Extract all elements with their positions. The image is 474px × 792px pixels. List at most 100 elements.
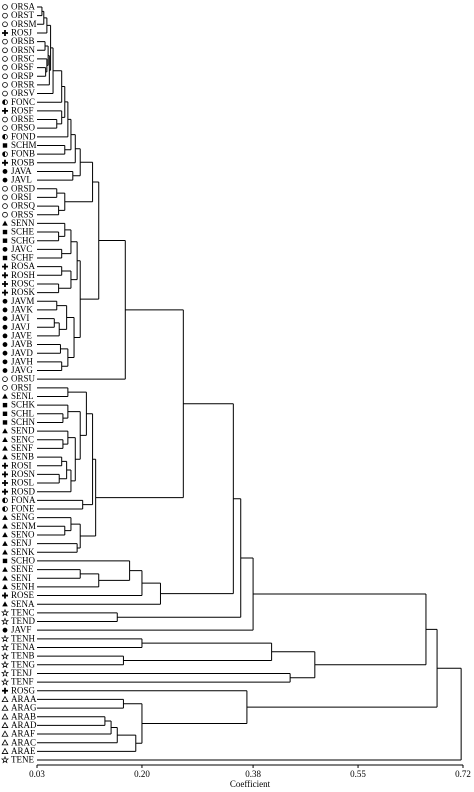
symbol-circle bbox=[2, 376, 8, 382]
leaf-symbol bbox=[2, 333, 8, 339]
leaf-symbol bbox=[2, 177, 8, 183]
dendrogram-link bbox=[37, 387, 69, 397]
leaf-symbol bbox=[1, 721, 9, 728]
leaf-symbol bbox=[0, 617, 10, 625]
dendrogram-link bbox=[70, 241, 78, 281]
dendrogram-link bbox=[37, 517, 72, 532]
symbol-square bbox=[2, 238, 8, 243]
leaf-symbol bbox=[2, 601, 8, 607]
leaf-symbol bbox=[0, 660, 10, 669]
leaf-symbol bbox=[2, 169, 8, 174]
dendrogram-link bbox=[37, 655, 124, 666]
leaf-label: ROSJ bbox=[11, 28, 33, 38]
symbol-circle bbox=[2, 64, 8, 71]
leaf-symbol bbox=[2, 125, 8, 131]
symbol-cross bbox=[2, 263, 8, 270]
dendrogram-link bbox=[80, 181, 100, 300]
leaf-symbol bbox=[2, 159, 8, 166]
symbol-cross bbox=[2, 471, 8, 478]
symbol-dot bbox=[2, 298, 8, 304]
leaf-label: JAVF bbox=[11, 625, 31, 635]
dendrogram-link bbox=[37, 525, 66, 536]
leaf-label: ORSS bbox=[11, 209, 34, 219]
symbol-triangle bbox=[2, 454, 8, 460]
leaf-symbol bbox=[2, 151, 8, 157]
leaf-symbol bbox=[2, 324, 8, 330]
leaf-label: ARAA bbox=[11, 694, 37, 704]
dendrogram-link bbox=[37, 41, 46, 51]
leaf-symbol bbox=[2, 488, 8, 495]
symbol-star bbox=[0, 651, 10, 660]
leaf-symbol bbox=[2, 73, 8, 80]
symbol-dot bbox=[2, 169, 8, 174]
dendrogram-link bbox=[123, 642, 273, 661]
leaf-symbol bbox=[2, 263, 8, 270]
symbol-half-fill bbox=[2, 497, 5, 503]
leaf-label: ORSI bbox=[11, 382, 32, 392]
dendrogram-link bbox=[37, 638, 143, 648]
symbol-triangle bbox=[1, 713, 9, 720]
leaf-symbol bbox=[1, 713, 9, 720]
symbol-square bbox=[2, 420, 8, 425]
leaf-label: ORSB bbox=[11, 36, 35, 46]
leaf-label: ORSM bbox=[11, 19, 37, 29]
leaf-label: ORSV bbox=[11, 88, 36, 98]
leaf-symbol bbox=[2, 454, 8, 460]
symbol-triangle bbox=[2, 514, 8, 520]
dendrogram-link bbox=[45, 45, 49, 66]
dendrogram-link bbox=[37, 543, 78, 553]
leaf-label: JAVH bbox=[11, 356, 33, 366]
leaf-label: SENJ bbox=[11, 538, 32, 548]
leaf-label: FONC bbox=[11, 97, 35, 107]
leaf-label: SENG bbox=[11, 512, 35, 522]
leaf-symbol bbox=[2, 203, 8, 209]
leaf-label: TENH bbox=[11, 633, 35, 643]
leaf-symbol bbox=[2, 194, 8, 201]
leaf-symbol bbox=[2, 47, 8, 54]
dendrogram-link bbox=[56, 192, 66, 211]
x-tick-label: 0.03 bbox=[29, 769, 45, 779]
leaf-label: SCHO bbox=[11, 555, 36, 565]
leaf-label: SENA bbox=[11, 599, 35, 609]
leaf-symbol bbox=[2, 272, 8, 279]
leaf-label: ORSU bbox=[11, 374, 36, 384]
leaf-symbol bbox=[2, 566, 8, 572]
symbol-circle bbox=[2, 47, 8, 54]
leaf-symbol bbox=[2, 116, 8, 123]
leaf-symbol bbox=[2, 411, 8, 416]
leaf-label: ARAE bbox=[11, 746, 36, 756]
leaf-symbol bbox=[2, 342, 8, 347]
symbol-dot bbox=[2, 342, 8, 347]
leaf-label: ORSO bbox=[11, 123, 36, 133]
dendrogram-link bbox=[37, 67, 47, 77]
x-tick-label: 0.38 bbox=[245, 769, 261, 779]
leaf-label: ROSA bbox=[11, 261, 36, 271]
dendrogram-link bbox=[37, 456, 63, 467]
leaf-label: SENL bbox=[11, 391, 34, 401]
dendrogram-link bbox=[37, 222, 66, 237]
symbol-cross bbox=[2, 488, 8, 495]
leaf-label: FOND bbox=[11, 131, 36, 141]
leaf-symbol bbox=[1, 747, 9, 754]
symbol-star bbox=[0, 608, 10, 617]
leaf-symbol bbox=[2, 90, 8, 97]
symbol-circle bbox=[2, 116, 8, 123]
leaf-symbol bbox=[2, 368, 8, 373]
leaf-symbol bbox=[2, 255, 8, 261]
dendrogram-link bbox=[37, 55, 50, 86]
leaf-label: ORSN bbox=[11, 45, 36, 55]
dendrogram-link bbox=[64, 118, 72, 151]
leaf-symbol bbox=[1, 695, 9, 703]
symbol-triangle bbox=[2, 445, 8, 451]
symbol-triangle bbox=[2, 575, 8, 581]
leaf-symbol bbox=[0, 634, 10, 643]
leaf-label: TENJ bbox=[11, 668, 32, 678]
leaf-symbol bbox=[2, 532, 8, 538]
leaf-label: JAVI bbox=[11, 313, 29, 323]
symbol-triangle bbox=[1, 739, 9, 746]
dendrogram-link bbox=[37, 361, 63, 372]
dendrogram-link bbox=[37, 283, 60, 294]
x-tick-label: 0.20 bbox=[134, 769, 150, 779]
symbol-dot bbox=[2, 359, 8, 365]
leaf-label: TENA bbox=[11, 642, 35, 652]
